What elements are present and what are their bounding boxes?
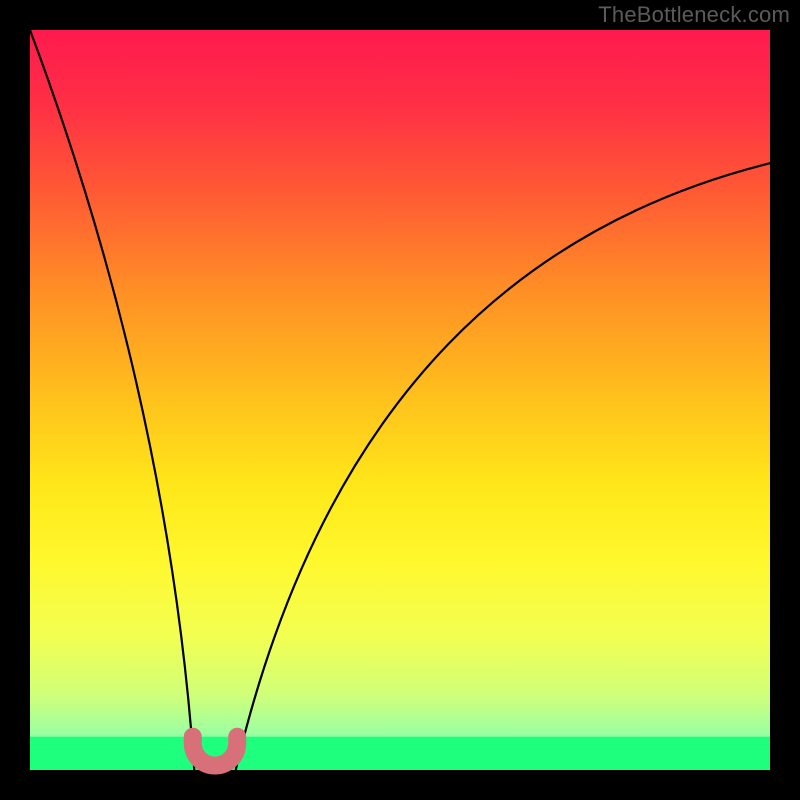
chart-container: TheBottleneck.com: [0, 0, 800, 800]
bottleneck-chart: [0, 0, 800, 800]
green-band: [30, 737, 770, 770]
watermark-text: TheBottleneck.com: [598, 2, 790, 28]
